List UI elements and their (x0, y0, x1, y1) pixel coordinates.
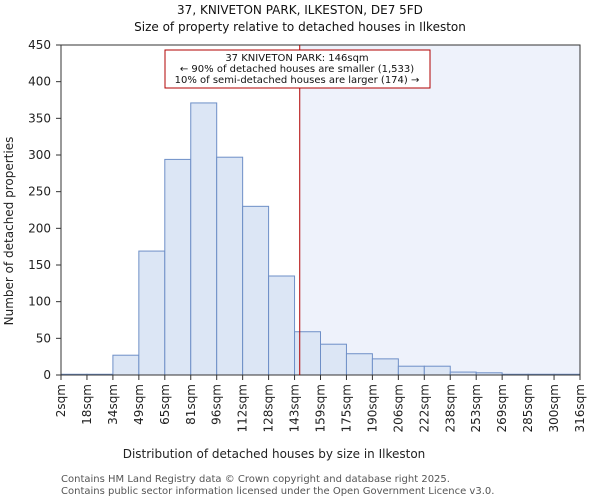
x-tick-label: 128sqm (262, 384, 276, 432)
annotation-line-3: 10% of semi-detached houses are larger (… (175, 75, 420, 86)
histogram-bar (320, 343, 347, 376)
x-tick-label: 238sqm (443, 384, 457, 432)
x-tick-label: 49sqm (132, 384, 146, 425)
histogram-bar (268, 275, 296, 376)
chart-subtitle: Size of property relative to detached ho… (134, 20, 466, 34)
histogram-bar (164, 158, 192, 376)
x-tick-label: 222sqm (417, 384, 431, 432)
y-tick-label: 450 (28, 38, 51, 52)
histogram-bar (112, 354, 140, 376)
histogram-bar (345, 353, 373, 376)
histogram-bar (294, 331, 321, 376)
footer-line-1: Contains HM Land Registry data © Crown c… (61, 474, 450, 485)
histogram-bar (397, 365, 425, 376)
x-tick-label: 253sqm (469, 384, 483, 432)
histogram-bar (216, 156, 244, 376)
y-tick-label: 300 (28, 148, 51, 162)
footer-line-2: Contains public sector information licen… (61, 486, 494, 497)
x-tick-label: 175sqm (339, 384, 353, 432)
x-tick-label: 159sqm (314, 384, 328, 432)
x-tick-label: 34sqm (106, 384, 120, 425)
histogram-bar (242, 205, 270, 376)
histogram-bar (371, 358, 399, 376)
x-axis-label: Distribution of detached houses by size … (123, 447, 426, 461)
x-tick-label: 143sqm (288, 384, 302, 432)
x-tick-label: 96sqm (210, 384, 224, 425)
larger-region-highlight (299, 45, 580, 375)
x-tick-label: 316sqm (573, 384, 587, 432)
y-axis-label: Number of detached properties (2, 137, 16, 326)
y-tick-label: 200 (28, 221, 51, 235)
x-tick-label: 81sqm (184, 384, 198, 425)
x-tick-label: 300sqm (547, 384, 561, 432)
x-tick-label: 285sqm (521, 384, 535, 432)
x-tick-label: 112sqm (236, 384, 250, 432)
y-tick-label: 50 (36, 331, 51, 345)
annotation-line-2: ← 90% of detached houses are smaller (1,… (180, 64, 414, 75)
chart-title: 37, KNIVETON PARK, ILKESTON, DE7 5FD (177, 3, 423, 17)
y-tick-label: 350 (28, 111, 51, 125)
y-tick-label: 400 (28, 75, 51, 89)
histogram-bar (190, 102, 218, 376)
histogram-bar (138, 250, 166, 376)
annotation-line-1: 37 KNIVETON PARK: 146sqm (225, 53, 368, 64)
x-tick-label: 206sqm (391, 384, 405, 432)
x-tick-label: 269sqm (495, 384, 509, 432)
x-tick-label: 65sqm (158, 384, 172, 425)
x-tick-label: 2sqm (54, 384, 68, 417)
y-tick-label: 100 (28, 295, 51, 309)
y-tick-label: 150 (28, 258, 51, 272)
y-tick-label: 250 (28, 185, 51, 199)
annotation-box: 37 KNIVETON PARK: 146sqm ← 90% of detach… (164, 49, 431, 89)
histogram-bar (423, 365, 451, 376)
x-tick-label: 18sqm (80, 384, 94, 425)
x-tick-label: 190sqm (365, 384, 379, 432)
y-tick-label: 0 (43, 368, 51, 382)
